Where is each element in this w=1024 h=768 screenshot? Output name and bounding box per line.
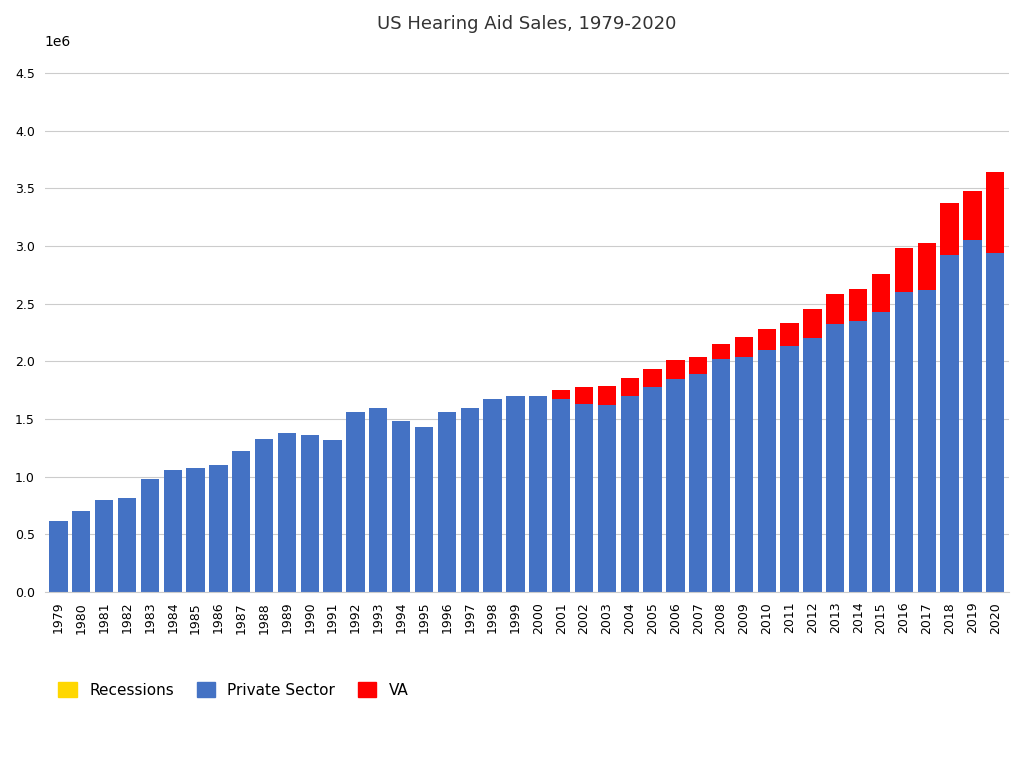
Bar [255, 439, 273, 592]
Bar [712, 567, 730, 592]
Bar [415, 427, 433, 592]
Bar [986, 172, 1005, 253]
Bar [940, 255, 958, 592]
Bar [140, 479, 159, 592]
Bar [621, 378, 639, 396]
Bar [95, 500, 114, 592]
Bar [437, 412, 456, 592]
Bar [529, 396, 548, 592]
Bar [483, 399, 502, 592]
Title: US Hearing Aid Sales, 1979-2020: US Hearing Aid Sales, 1979-2020 [377, 15, 677, 33]
Bar [689, 567, 708, 592]
Bar [895, 248, 913, 292]
Bar [712, 359, 730, 592]
Bar [826, 324, 845, 592]
Bar [392, 422, 411, 592]
Bar [849, 321, 867, 592]
Legend: Recessions, Private Sector, VA: Recessions, Private Sector, VA [52, 676, 415, 703]
Bar [826, 294, 845, 324]
Bar [346, 412, 365, 592]
Bar [667, 379, 684, 592]
Bar [164, 470, 182, 592]
Bar [324, 440, 342, 592]
Bar [370, 408, 387, 592]
Bar [506, 396, 524, 592]
Bar [209, 465, 227, 592]
Bar [735, 357, 753, 592]
Bar [278, 433, 296, 592]
Bar [72, 511, 90, 592]
Bar [871, 312, 890, 592]
Bar [552, 567, 570, 592]
Bar [780, 323, 799, 346]
Bar [918, 243, 936, 290]
Bar [552, 390, 570, 399]
Bar [621, 396, 639, 592]
Bar [964, 240, 982, 592]
Bar [735, 337, 753, 357]
Bar [574, 404, 593, 592]
Bar [849, 289, 867, 321]
Bar [918, 290, 936, 592]
Bar [643, 369, 662, 387]
Bar [986, 253, 1005, 592]
Bar [552, 399, 570, 592]
Bar [940, 204, 958, 255]
Bar [461, 408, 479, 592]
Bar [735, 567, 753, 592]
Bar [598, 406, 616, 592]
Bar [118, 498, 136, 592]
Bar [804, 338, 821, 592]
Bar [712, 344, 730, 359]
Bar [301, 435, 318, 592]
Bar [964, 190, 982, 240]
Bar [95, 567, 114, 592]
Bar [49, 521, 68, 592]
Bar [186, 468, 205, 592]
Bar [574, 387, 593, 404]
Bar [895, 292, 913, 592]
Bar [232, 452, 251, 592]
Bar [689, 374, 708, 592]
Bar [643, 387, 662, 592]
Bar [667, 360, 684, 379]
Bar [689, 357, 708, 374]
Bar [986, 567, 1005, 592]
Bar [804, 310, 821, 338]
Bar [758, 350, 776, 592]
Bar [598, 386, 616, 406]
Bar [758, 329, 776, 350]
Bar [871, 273, 890, 312]
Bar [780, 346, 799, 592]
